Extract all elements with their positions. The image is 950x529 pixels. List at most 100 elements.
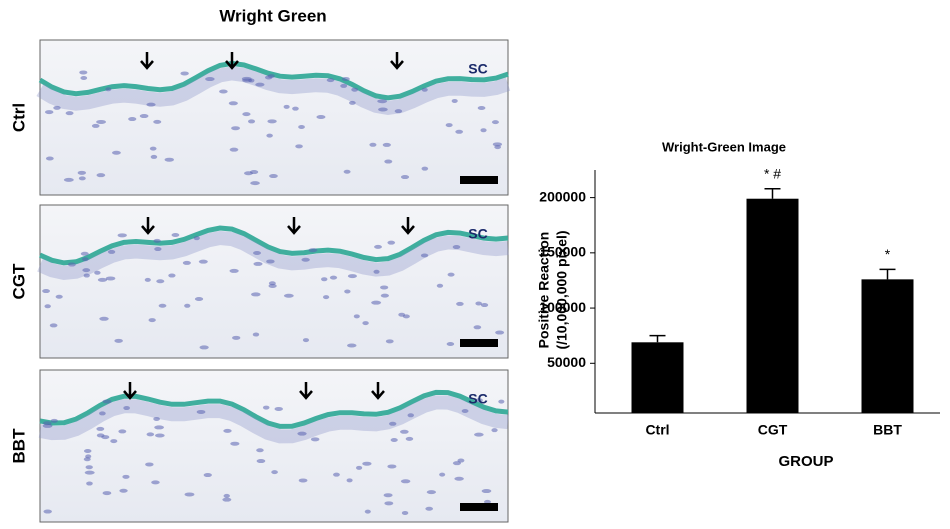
nucleus (195, 297, 203, 301)
nucleus (362, 462, 371, 466)
nucleus (271, 470, 278, 474)
nucleus (106, 276, 116, 280)
nucleus (102, 399, 111, 403)
nucleus (96, 120, 106, 124)
nucleus (96, 427, 104, 431)
x-tick-label: BBT (873, 422, 902, 438)
nucleus (495, 331, 504, 335)
nucleus (146, 103, 155, 107)
nucleus (79, 176, 86, 180)
nucleus (140, 114, 149, 118)
nucleus (159, 304, 167, 308)
nucleus (45, 110, 53, 114)
nucleus (231, 126, 240, 130)
nucleus (401, 479, 410, 483)
nucleus (151, 155, 158, 159)
nucleus (380, 285, 388, 289)
nucleus (297, 432, 306, 436)
nucleus (105, 87, 111, 91)
nucleus (230, 148, 239, 152)
nucleus (43, 424, 53, 428)
nucleus (348, 274, 357, 278)
nucleus (112, 151, 121, 155)
nucleus (250, 181, 260, 185)
nucleus (123, 406, 130, 410)
figure: Wright Green SCCtrlSCCGTSCBBT Wright-Gre… (0, 0, 950, 524)
nucleus (421, 254, 428, 258)
nucleus (323, 295, 329, 299)
nucleus (474, 325, 482, 329)
nucleus (229, 269, 238, 273)
histology-image (40, 40, 508, 195)
nucleus (330, 276, 337, 280)
nucleus (408, 413, 414, 417)
y-tick-label: 200000 (539, 188, 586, 204)
nucleus (371, 301, 381, 305)
nucleus (185, 492, 195, 496)
nucleus (99, 317, 108, 321)
nucleus (295, 144, 303, 148)
nucleus (153, 417, 160, 421)
nucleus (333, 473, 340, 477)
nucleus (153, 120, 161, 124)
nucleus (378, 108, 388, 112)
nucleus (153, 239, 160, 243)
nucleus (122, 475, 129, 479)
layer-label: SC (468, 391, 487, 407)
row-label: BBT (9, 428, 28, 464)
nucleus (349, 101, 356, 105)
nucleus (453, 245, 461, 249)
nucleus (482, 489, 492, 493)
scale-bar (460, 176, 498, 184)
nucleus (119, 489, 127, 493)
nucleus (454, 477, 463, 481)
nucleus (99, 411, 106, 415)
nucleus (383, 143, 391, 147)
y-tick-label: 50000 (547, 354, 586, 370)
nucleus (222, 498, 231, 502)
nucleus (108, 250, 115, 254)
nucleus (103, 491, 112, 495)
nucleus (462, 409, 469, 413)
bar (747, 199, 799, 413)
nucleus (384, 501, 393, 505)
nucleus (406, 437, 414, 441)
nucleus (387, 464, 396, 468)
nucleus (68, 263, 76, 267)
nucleus (78, 171, 86, 175)
nucleus (340, 84, 347, 88)
nucleus (377, 99, 387, 103)
nucleus (395, 109, 402, 113)
nucleus (321, 277, 327, 281)
nucleus (422, 88, 428, 92)
nucleus (56, 295, 63, 299)
nucleus (351, 88, 358, 92)
nucleus (498, 400, 504, 404)
nucleus (253, 333, 259, 337)
nucleus (256, 448, 264, 452)
nucleus (402, 511, 408, 515)
nucleus (267, 119, 276, 123)
significance-label: * # (764, 165, 781, 181)
nucleus (118, 429, 126, 433)
nucleus (180, 71, 188, 75)
nucleus (311, 437, 320, 441)
nucleus (110, 439, 117, 443)
nucleus (447, 342, 455, 346)
nucleus (255, 83, 264, 87)
nucleus (266, 259, 275, 263)
significance-label: * (885, 246, 891, 262)
nucleus (275, 407, 283, 411)
nucleus (204, 473, 212, 477)
nucleus (391, 438, 398, 442)
nucleus (456, 302, 464, 306)
chart-title: Wright-Green Image (662, 139, 786, 154)
nucleus (480, 128, 486, 132)
nucleus (46, 156, 54, 160)
nucleus (478, 106, 486, 110)
nucleus (453, 461, 461, 465)
nucleus (184, 304, 190, 308)
nucleus (384, 160, 392, 164)
nucleus (342, 77, 350, 81)
bar (632, 342, 684, 413)
